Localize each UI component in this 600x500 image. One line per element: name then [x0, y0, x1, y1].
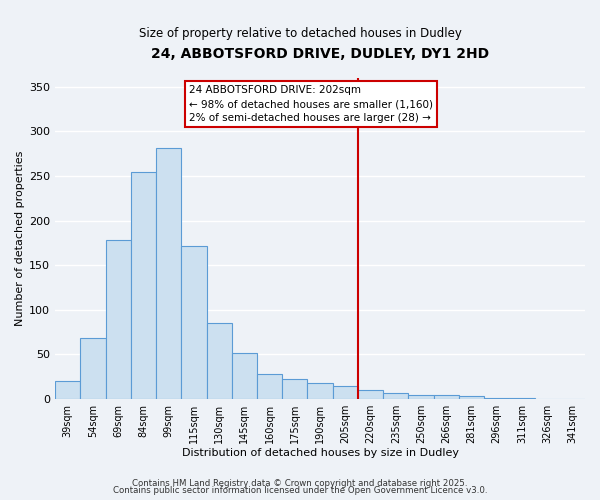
Bar	[282, 378, 307, 399]
Bar	[484, 398, 509, 399]
Y-axis label: Number of detached properties: Number of detached properties	[15, 151, 25, 326]
Bar	[55, 382, 80, 399]
Text: Contains HM Land Registry data © Crown copyright and database right 2025.: Contains HM Land Registry data © Crown c…	[132, 478, 468, 488]
Bar	[232, 352, 257, 399]
Bar	[307, 383, 332, 399]
Text: Contains public sector information licensed under the Open Government Licence v3: Contains public sector information licen…	[113, 486, 487, 495]
X-axis label: Distribution of detached houses by size in Dudley: Distribution of detached houses by size …	[182, 448, 458, 458]
Text: Size of property relative to detached houses in Dudley: Size of property relative to detached ho…	[139, 28, 461, 40]
Text: 24 ABBOTSFORD DRIVE: 202sqm
← 98% of detached houses are smaller (1,160)
2% of s: 24 ABBOTSFORD DRIVE: 202sqm ← 98% of det…	[189, 85, 433, 123]
Bar	[358, 390, 383, 399]
Bar	[383, 393, 409, 399]
Bar	[332, 386, 358, 399]
Bar	[181, 246, 206, 399]
Title: 24, ABBOTSFORD DRIVE, DUDLEY, DY1 2HD: 24, ABBOTSFORD DRIVE, DUDLEY, DY1 2HD	[151, 48, 489, 62]
Bar	[131, 172, 156, 399]
Bar	[434, 394, 459, 399]
Bar	[509, 398, 535, 399]
Bar	[106, 240, 131, 399]
Bar	[156, 148, 181, 399]
Bar	[257, 374, 282, 399]
Bar	[409, 394, 434, 399]
Bar	[80, 338, 106, 399]
Bar	[459, 396, 484, 399]
Bar	[206, 324, 232, 399]
